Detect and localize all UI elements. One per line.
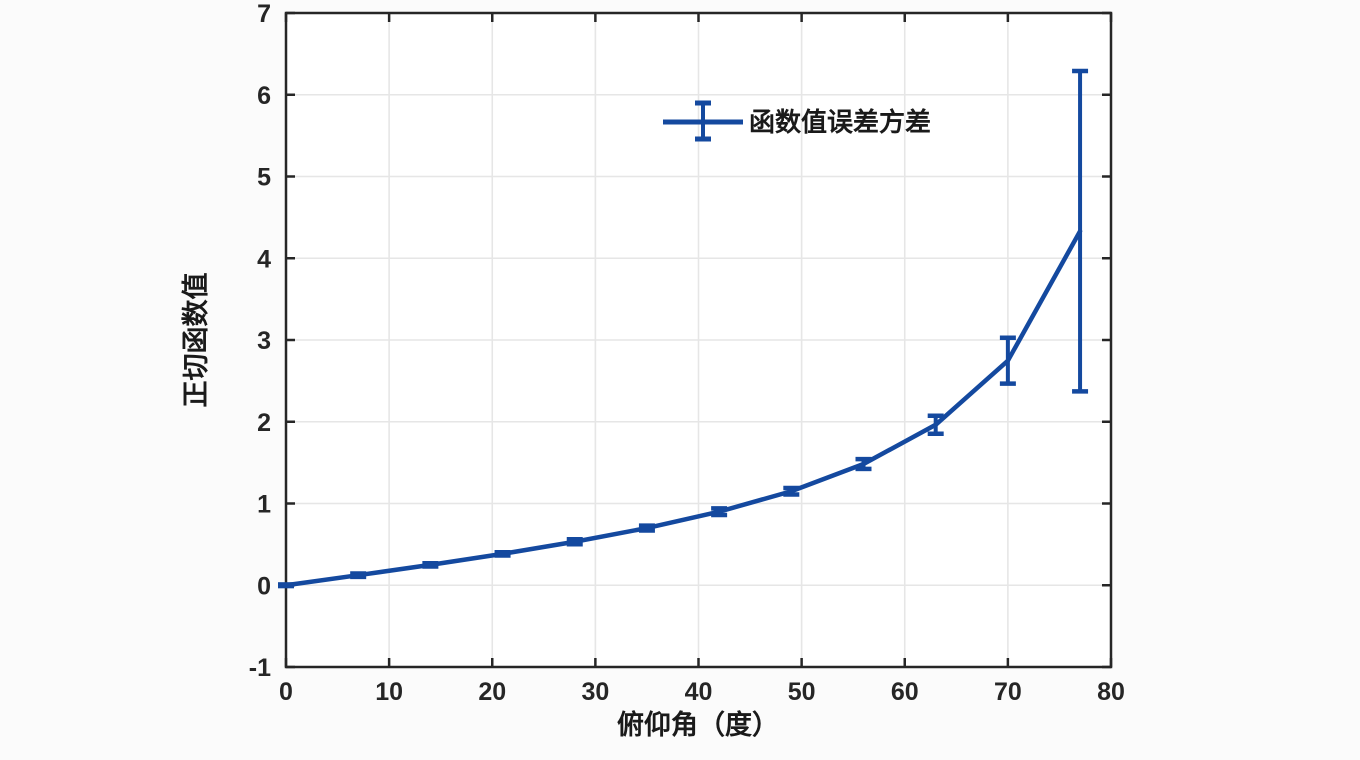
y-tick-label: 7 [257,0,271,28]
y-axis-label: 正切函数值 [181,273,211,408]
grid-lines [286,13,1111,667]
series-line [283,228,1083,588]
x-tick-label: 10 [375,678,403,706]
x-tick-label: 70 [994,678,1022,706]
legend-sample-errorbar-icon [663,100,743,142]
x-tick-label: 30 [581,678,609,706]
x-axis-label: 俯仰角（度） [617,709,779,740]
y-tick-label: 4 [257,245,271,273]
legend-label: 函数值误差方差 [749,107,931,137]
x-tick-label: 80 [1097,678,1125,706]
x-tick-label: 20 [478,678,506,706]
y-tick-label: 0 [257,572,271,600]
x-tick-label: 40 [685,678,713,706]
y-tick-label: 5 [257,164,271,192]
y-tick-label: 1 [257,491,271,519]
x-tick-label: 50 [788,678,816,706]
data-line [283,228,1083,588]
axis-box [284,11,1113,669]
tick-labels: 0 10 20 30 40 50 60 70 80 -1 0 1 2 3 4 5 6 7 [249,0,1125,706]
x-tick-label: 0 [279,678,293,706]
y-tick-label: -1 [249,654,271,682]
y-tick-label: 3 [257,327,271,355]
y-tick-label: 6 [257,82,271,110]
legend: 函数值误差方差 [663,100,931,142]
y-tick-label: 2 [257,409,271,437]
x-tick-label: 60 [891,678,919,706]
